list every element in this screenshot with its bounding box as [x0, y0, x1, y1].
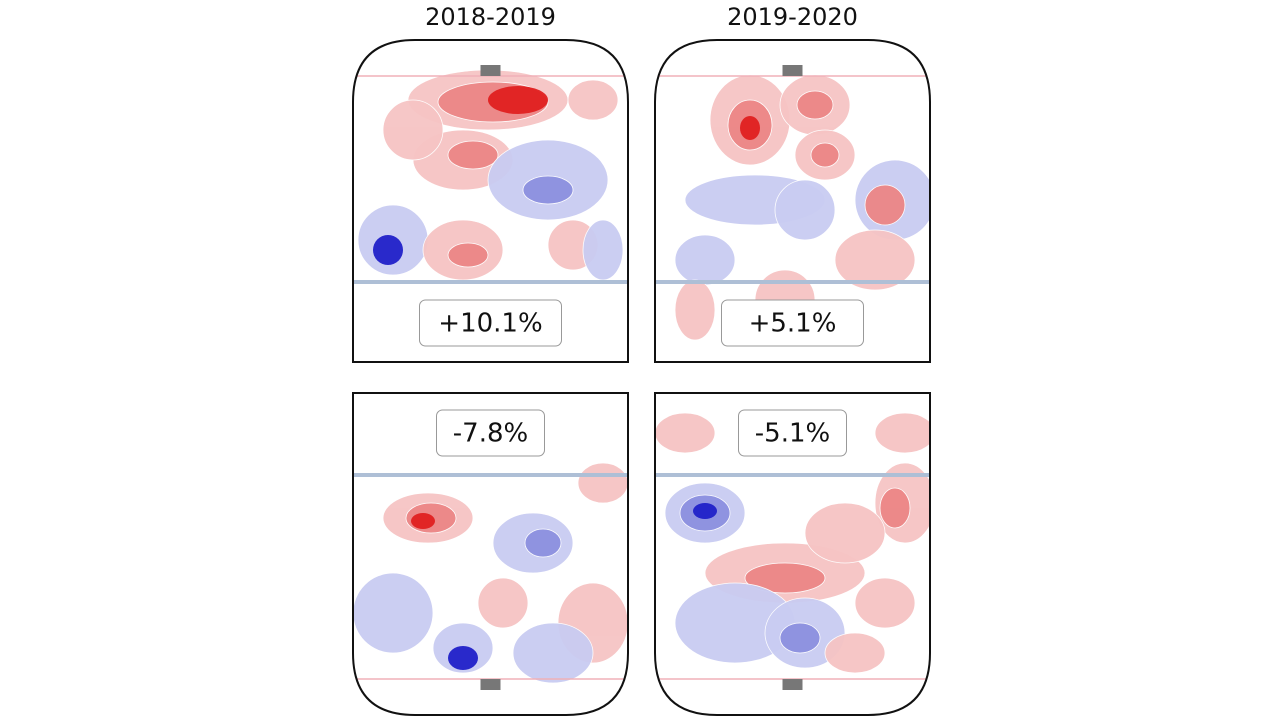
heat-blob	[810, 142, 840, 168]
heat-blob	[874, 412, 930, 454]
heat-blob	[353, 572, 434, 654]
heat-blob	[693, 503, 717, 519]
label-box	[436, 409, 545, 457]
label-box	[419, 299, 562, 347]
heat-blob	[411, 513, 435, 529]
panel-label: -5.1%	[755, 419, 830, 449]
heat-blob	[512, 622, 594, 684]
rink-border	[654, 39, 931, 363]
heat-blob	[740, 116, 760, 140]
heat-blob	[779, 622, 821, 654]
heat-blob	[448, 646, 478, 670]
rink-panel: +10.1%	[352, 39, 629, 363]
column-title: 2018-2019	[425, 3, 556, 31]
heat-blob	[655, 412, 716, 454]
net	[782, 65, 803, 76]
heat-blob	[774, 179, 836, 241]
panel-label: +10.1%	[438, 309, 542, 339]
heat-blob	[488, 86, 548, 114]
heat-blob	[854, 577, 916, 629]
label-box	[738, 409, 847, 457]
heat-blob	[582, 219, 624, 281]
heat-blob	[524, 528, 562, 558]
net	[782, 679, 803, 690]
heat-blob	[373, 235, 403, 265]
rink-border	[654, 392, 931, 716]
heat-blob	[477, 577, 529, 629]
heat-blob	[834, 229, 916, 291]
net	[480, 65, 501, 76]
heat-blob	[447, 140, 499, 170]
heatmap	[655, 40, 930, 362]
heat-blob	[577, 462, 628, 504]
heat-blob	[879, 487, 911, 529]
heat-blob	[864, 184, 906, 226]
panel-label: +5.1%	[749, 309, 837, 339]
heat-blob	[674, 234, 736, 286]
heat-blob	[382, 99, 444, 161]
heat-blob	[567, 79, 619, 121]
rink-panel: -7.8%	[352, 392, 629, 716]
heat-blob	[674, 279, 716, 341]
rink-panel: +5.1%	[654, 39, 931, 363]
net	[480, 679, 501, 690]
heatmap	[353, 393, 628, 715]
heat-blob	[796, 90, 834, 120]
heat-blob	[447, 242, 489, 268]
heat-blob	[522, 175, 574, 205]
column-title: 2019-2020	[727, 3, 858, 31]
panel-label: -7.8%	[453, 419, 528, 449]
heat-blob	[824, 632, 886, 674]
rink-panel: -5.1%	[654, 392, 931, 716]
heat-blob	[744, 562, 826, 594]
label-box	[721, 299, 864, 347]
heatmap	[353, 40, 628, 362]
rink-border	[352, 392, 629, 716]
heat-blob	[804, 502, 886, 564]
rink-border	[352, 39, 629, 363]
